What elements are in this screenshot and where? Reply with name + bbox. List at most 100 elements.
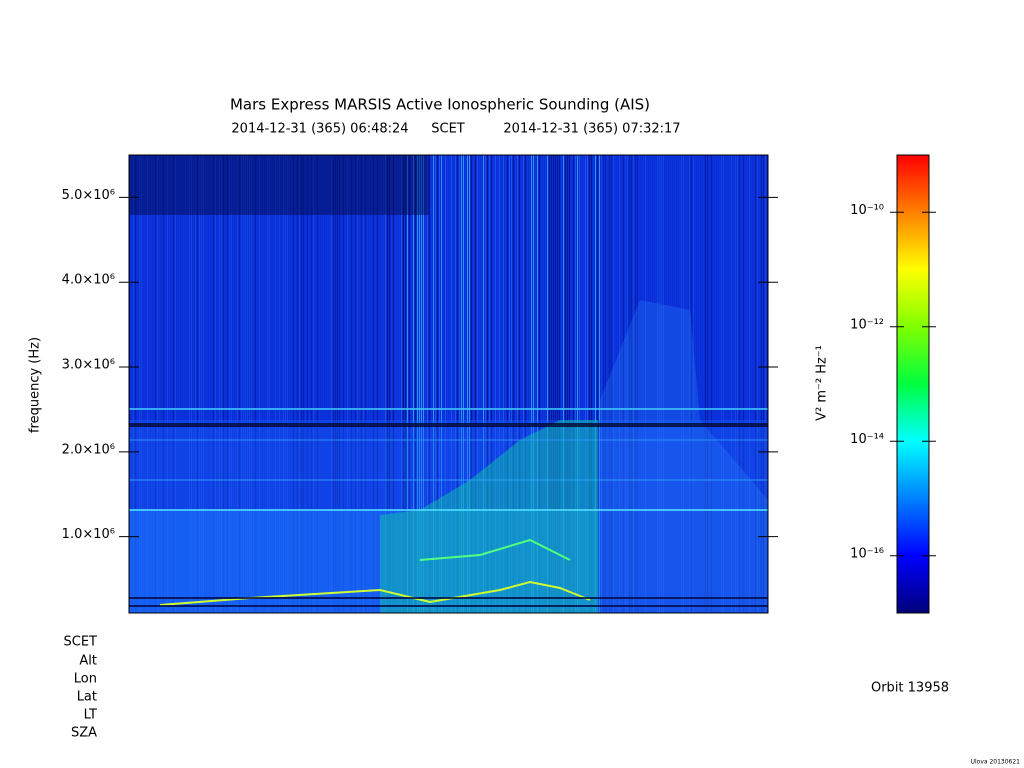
- texture-stripe: [345, 155, 346, 613]
- texture-stripe: [143, 155, 144, 613]
- texture-stripe: [243, 155, 244, 613]
- texture-stripe: [213, 155, 214, 613]
- colorbar-tick-label: 10⁻¹⁴: [850, 432, 884, 447]
- texture-stripe: [541, 155, 542, 613]
- texture-stripe: [505, 155, 506, 613]
- texture-stripe: [763, 155, 764, 613]
- y-tick-label: 4.0×10⁶: [62, 273, 115, 288]
- texture-stripe: [279, 155, 280, 613]
- texture-stripe: [443, 155, 444, 613]
- plot-frame: [128, 154, 769, 614]
- y-axis-label: frequency (Hz): [28, 337, 43, 433]
- texture-stripe: [139, 155, 140, 613]
- texture-stripe: [589, 155, 590, 613]
- texture-stripe: [723, 155, 724, 613]
- texture-stripe: [573, 155, 574, 613]
- texture-stripe: [251, 155, 252, 613]
- texture-stripe: [211, 155, 212, 613]
- texture-stripe: [515, 155, 516, 613]
- texture-stripe: [377, 155, 378, 613]
- texture-stripe: [455, 155, 456, 613]
- texture-stripe: [357, 155, 358, 613]
- texture-stripe: [581, 155, 582, 613]
- texture-stripe: [367, 155, 368, 613]
- texture-stripe: [255, 155, 256, 613]
- texture-stripe: [497, 155, 498, 613]
- texture-stripe: [271, 155, 272, 613]
- texture-stripe: [599, 155, 600, 613]
- texture-stripe: [579, 155, 580, 613]
- texture-stripe: [519, 155, 520, 613]
- texture-stripe: [683, 155, 684, 613]
- texture-stripe: [539, 155, 540, 613]
- colorbar-tick-label: 10⁻¹⁰: [850, 203, 884, 218]
- texture-stripe: [195, 155, 196, 613]
- texture-stripe: [413, 155, 414, 613]
- texture-stripe: [535, 155, 536, 613]
- texture-stripe: [513, 155, 514, 613]
- texture-stripe: [577, 155, 578, 613]
- texture-stripe: [437, 155, 438, 613]
- texture-stripe: [327, 155, 328, 613]
- texture-stripe: [759, 155, 760, 613]
- texture-stripe: [699, 155, 700, 613]
- texture-stripe: [741, 155, 742, 613]
- texture-stripe: [203, 155, 204, 613]
- texture-stripe: [445, 155, 446, 613]
- texture-stripe: [633, 155, 634, 613]
- texture-stripe: [365, 155, 366, 613]
- texture-stripe: [457, 155, 458, 613]
- texture-stripe: [719, 155, 720, 613]
- texture-stripe: [277, 155, 278, 613]
- texture-stripe: [263, 155, 264, 613]
- texture-stripe: [133, 155, 134, 613]
- texture-stripe: [349, 155, 350, 613]
- texture-stripe: [501, 155, 502, 613]
- texture-stripe: [635, 155, 636, 613]
- texture-stripe: [187, 155, 188, 613]
- texture-stripe: [631, 155, 632, 613]
- texture-stripe: [371, 155, 372, 613]
- texture-stripe: [697, 155, 698, 613]
- texture-stripe: [141, 155, 142, 613]
- texture-stripe: [193, 155, 194, 613]
- texture-stripe: [621, 155, 622, 613]
- texture-stripe: [307, 155, 308, 613]
- texture-stripe: [449, 155, 450, 613]
- texture-stripe: [553, 155, 554, 613]
- texture-stripe: [435, 155, 436, 613]
- texture-stripe: [609, 155, 610, 613]
- texture-stripe: [135, 155, 136, 613]
- chart-title: Mars Express MARSIS Active Ionospheric S…: [230, 96, 650, 114]
- texture-stripe: [559, 155, 560, 613]
- texture-stripe: [157, 155, 158, 613]
- texture-stripe: [309, 155, 310, 613]
- texture-stripe: [333, 155, 334, 613]
- texture-stripe: [509, 155, 510, 613]
- texture-stripe: [283, 155, 284, 613]
- texture-stripe: [555, 155, 556, 613]
- texture-stripe: [653, 155, 654, 613]
- texture-stripe: [753, 155, 754, 613]
- texture-stripe: [607, 155, 608, 613]
- texture-stripe: [737, 155, 738, 613]
- texture-stripe: [235, 155, 236, 613]
- texture-stripe: [673, 155, 674, 613]
- texture-stripe: [531, 155, 532, 613]
- texture-stripe: [411, 155, 412, 613]
- texture-stripe: [423, 155, 424, 613]
- ephemeris-label: Alt: [79, 654, 97, 669]
- texture-stripe: [273, 155, 274, 613]
- texture-stripe: [471, 155, 472, 613]
- texture-stripe: [373, 155, 374, 613]
- texture-stripe: [467, 155, 468, 613]
- ephemeris-label: Lat: [77, 690, 97, 705]
- texture-stripe: [201, 155, 202, 613]
- texture-stripe: [583, 155, 584, 613]
- texture-stripe: [747, 155, 748, 613]
- texture-stripe: [147, 155, 148, 613]
- texture-stripe: [611, 155, 612, 613]
- texture-stripe: [655, 155, 656, 613]
- texture-stripe: [375, 155, 376, 613]
- texture-stripe: [627, 155, 628, 613]
